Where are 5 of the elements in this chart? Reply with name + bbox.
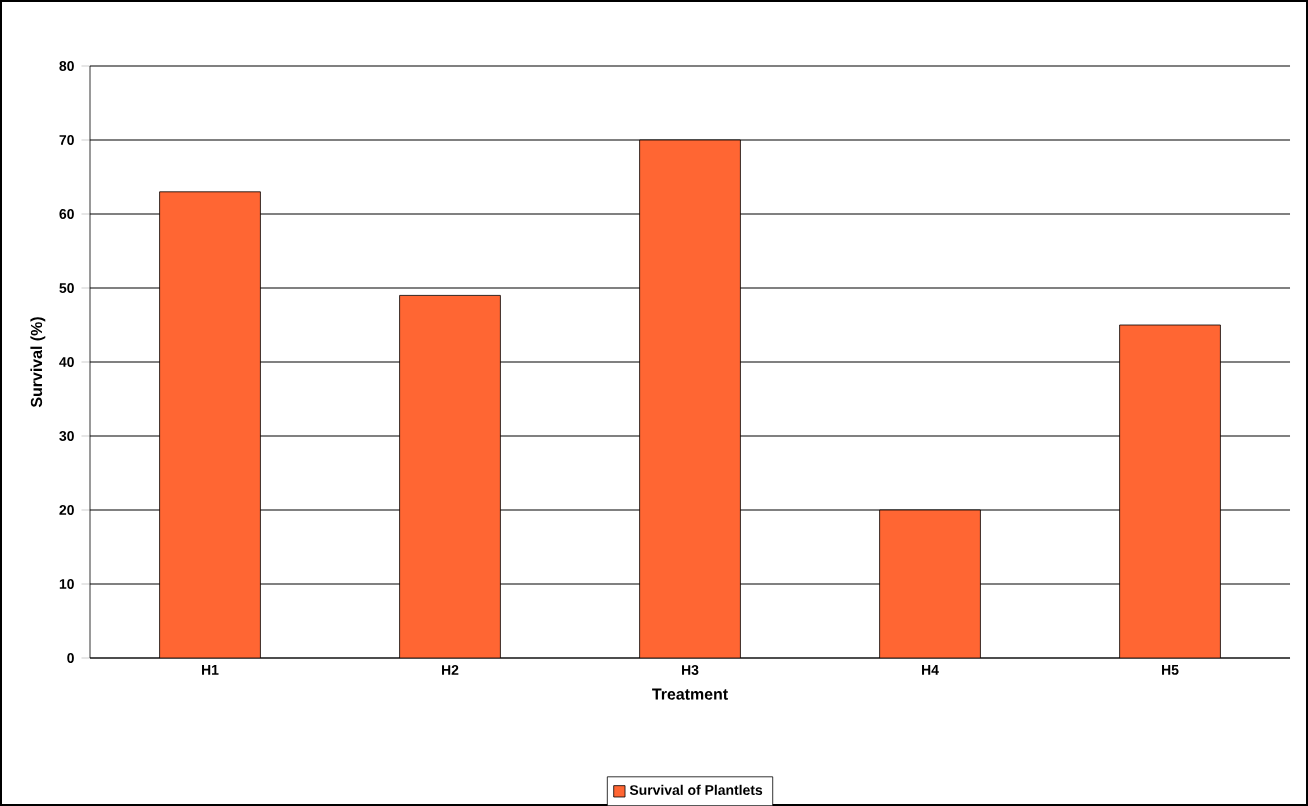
bar xyxy=(1119,324,1221,658)
bar xyxy=(879,509,981,658)
bar xyxy=(639,139,741,658)
bar xyxy=(159,191,261,658)
bar xyxy=(399,295,501,658)
